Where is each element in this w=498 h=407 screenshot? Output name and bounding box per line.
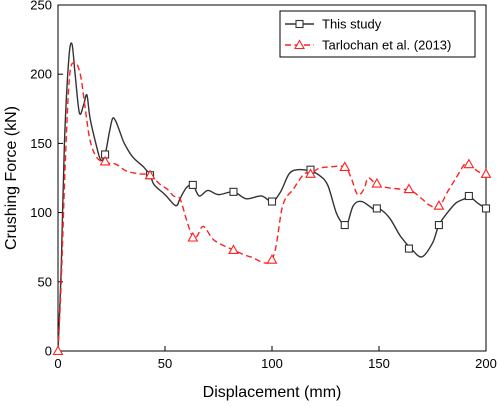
- x-tick-label-2: 100: [261, 356, 283, 371]
- legend-box: [279, 10, 476, 58]
- series-line-this-study: [57, 42, 487, 352]
- legend-label-tarlochan: Tarlochan et al. (2013): [322, 38, 451, 53]
- legend: This study Tarlochan et al. (2013): [279, 10, 476, 58]
- x-tick-label-1: 50: [158, 356, 172, 371]
- data-point-tarlochan-12: [480, 168, 492, 178]
- y-tick-label-3: 150: [30, 136, 52, 151]
- y-tick-label-2: 100: [30, 205, 52, 220]
- data-point-tarlochan-6: [305, 168, 316, 178]
- data-point-this-study-11: [481, 204, 491, 213]
- y-tick-label-4: 200: [30, 67, 52, 82]
- series-layer: [52, 42, 492, 356]
- data-point-tarlochan-9: [403, 183, 415, 194]
- data-point-tarlochan-8: [371, 177, 383, 188]
- data-point-tarlochan-2: [144, 169, 156, 180]
- x-tick-label-4: 200: [475, 356, 497, 371]
- series-tarlochan: [52, 62, 492, 356]
- y-tick-label-5: 250: [30, 0, 52, 13]
- series-line-tarlochan: [57, 62, 487, 352]
- data-point-this-study-6: [340, 221, 349, 230]
- data-point-tarlochan-10: [433, 200, 445, 210]
- data-point-tarlochan-7: [339, 161, 351, 171]
- data-point-tarlochan-5: [266, 254, 278, 264]
- legend-marker-square: [295, 19, 304, 29]
- data-point-this-study-2: [188, 180, 197, 189]
- y-tick-label-1: 50: [38, 274, 52, 289]
- data-point-tarlochan-4: [228, 244, 239, 255]
- data-point-this-study-10: [464, 191, 473, 201]
- legend-label-this-study: This study: [322, 17, 382, 32]
- x-tick-label-3: 150: [368, 356, 390, 371]
- axes: 0 50 100 150 200 0 50 100 150 200 250: [30, 0, 497, 371]
- y-tick-label-0: 0: [45, 344, 52, 359]
- legend-entry-tarlochan: Tarlochan et al. (2013): [285, 38, 451, 53]
- data-point-this-study-8: [404, 244, 414, 253]
- data-point-tarlochan-3: [187, 231, 199, 242]
- data-point-tarlochan-1: [99, 155, 111, 166]
- data-point-this-study-4: [267, 197, 277, 206]
- legend-marker-triangle: [294, 39, 305, 50]
- x-tick-label-0: 0: [54, 356, 61, 371]
- series-this-study: [57, 42, 491, 352]
- data-point-tarlochan-0: [52, 345, 64, 356]
- data-point-this-study-7: [372, 204, 381, 213]
- data-point-this-study-9: [434, 221, 443, 230]
- data-point-this-study-3: [229, 187, 238, 196]
- y-axis-title: Crushing Force (kN): [3, 106, 20, 250]
- x-axis-title: Displacement (mm): [203, 384, 342, 401]
- legend-entry-this-study: This study: [285, 17, 382, 32]
- data-point-tarlochan-11: [463, 158, 475, 169]
